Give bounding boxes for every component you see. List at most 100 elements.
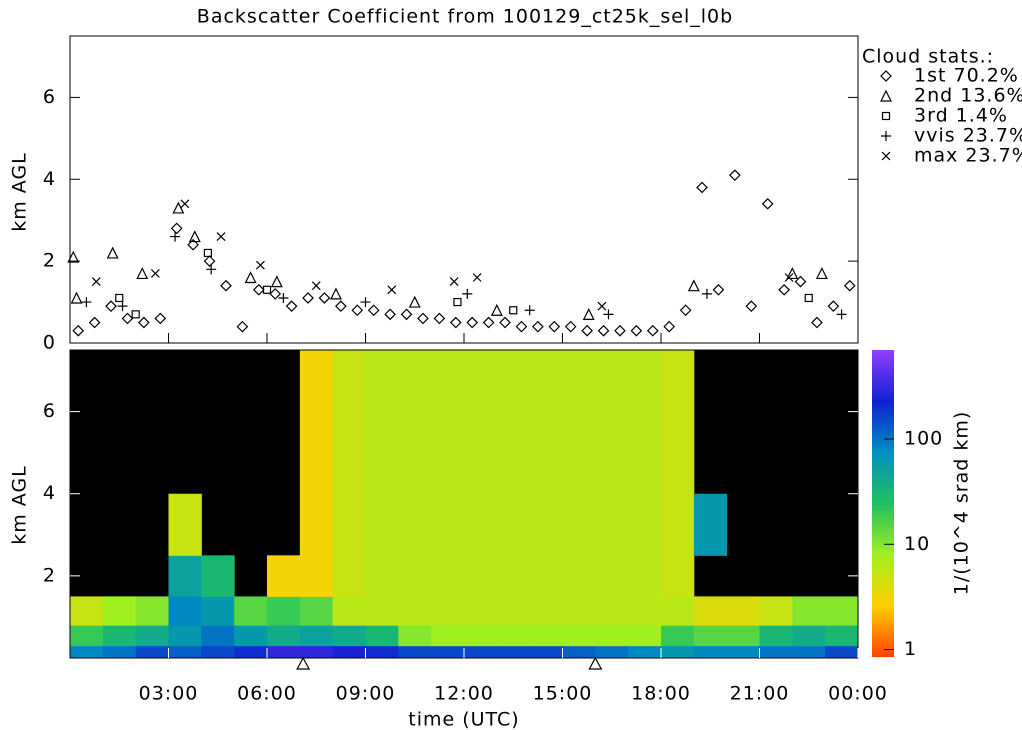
marker-plus: [117, 301, 128, 312]
heatmap-cell: [562, 625, 596, 647]
heatmap-cell: [661, 350, 695, 495]
marker-cross: [216, 232, 226, 241]
marker-plus: [524, 305, 535, 316]
heatmap-cell: [759, 645, 793, 659]
heatmap-cell: [496, 555, 531, 597]
marker-diamond: [778, 283, 790, 296]
heatmap-cell: [102, 625, 137, 647]
heatmap-cell: [398, 596, 432, 626]
marker-plus: [701, 288, 712, 299]
marker-triangle: [408, 295, 421, 308]
heatmap-cell: [693, 596, 728, 626]
marker-plus: [206, 264, 217, 275]
y-axis-label: km AGL: [9, 152, 31, 232]
heatmap-cell: [201, 625, 235, 647]
heatmap-cell: [168, 555, 202, 597]
heatmap-cell: [595, 596, 629, 626]
marker-diamond: [482, 316, 495, 329]
marker-diamond: [351, 304, 364, 317]
heatmap-cell: [365, 493, 399, 556]
marker-triangle: [106, 246, 119, 259]
heatmap-cell: [496, 645, 531, 659]
heatmap-cell: [267, 596, 301, 626]
x-axis-label: time (UTC): [408, 709, 519, 730]
legend-marker: [881, 111, 891, 121]
marker-diamond: [614, 324, 626, 337]
colorbar-label: 1/(10^4 srad km): [951, 411, 973, 596]
heatmap-cell: [365, 645, 399, 659]
marker-diamond: [72, 324, 85, 337]
y-tick-label: 6: [43, 86, 56, 108]
y-tick-label: 0: [43, 332, 56, 354]
legend-marker: [881, 131, 891, 141]
heatmap-cell: [825, 645, 859, 659]
heatmap-cell: [102, 596, 137, 626]
y-tick-label: 2: [43, 250, 56, 272]
heatmap-cell: [267, 555, 301, 597]
heatmap-cell: [693, 625, 728, 647]
heatmap-cell: [332, 625, 366, 647]
marker-cross: [91, 277, 101, 287]
heatmap-cell: [398, 350, 432, 495]
heatmap-cell: [628, 645, 662, 659]
heatmap-cell: [759, 596, 793, 626]
marker-plus: [836, 309, 847, 320]
heatmap-cell: [562, 350, 596, 495]
heatmap-cell: [431, 555, 465, 597]
legend-marker: [881, 151, 891, 161]
heatmap-cell: [332, 596, 366, 626]
heatmap-cell: [726, 596, 760, 626]
marker-diamond: [88, 316, 101, 329]
marker-diamond: [302, 292, 314, 304]
marker-diamond: [187, 238, 199, 251]
heatmap-cell: [464, 350, 498, 495]
marker-diamond: [729, 169, 741, 182]
heatmap-cell: [299, 555, 334, 597]
heatmap-cell: [299, 645, 334, 659]
x-tick-label: 06:00: [237, 683, 297, 705]
heatmap-cell: [562, 555, 596, 597]
heatmap-cell: [464, 645, 498, 659]
heatmap-cell: [431, 350, 465, 495]
heatmap-cell: [562, 645, 596, 659]
flag-marker: [588, 656, 603, 670]
heatmap-cell: [267, 625, 301, 647]
heatmap-cell: [201, 645, 235, 659]
heatmap-cell: [496, 625, 531, 647]
marker-diamond: [252, 283, 265, 296]
marker-triangle: [687, 279, 700, 292]
heatmap-cell: [332, 350, 366, 495]
marker-diamond: [384, 308, 396, 321]
heatmap-cell: [661, 645, 695, 659]
heatmap-cell: [431, 493, 465, 556]
heatmap-cell: [529, 350, 563, 495]
marker-diamond: [696, 181, 708, 194]
top-frame: [69, 35, 859, 344]
heatmap-cell: [693, 493, 728, 556]
heatmap-cell: [431, 625, 465, 647]
heatmap-cell: [234, 625, 268, 647]
marker-plus: [360, 297, 371, 308]
marker-cross: [180, 199, 190, 209]
marker-diamond: [515, 320, 528, 333]
marker-triangle: [270, 275, 283, 288]
marker-diamond: [400, 308, 413, 321]
marker-diamond: [269, 288, 282, 300]
marker-diamond: [236, 320, 249, 333]
heatmap-cell: [496, 350, 531, 495]
marker-plus: [462, 288, 473, 299]
heatmap-cell: [529, 596, 563, 626]
heatmap-cell: [726, 625, 760, 647]
heatmap-cell: [299, 350, 334, 495]
marker-diamond: [794, 275, 807, 288]
marker-plus: [170, 231, 181, 242]
marker-plus: [603, 309, 614, 320]
heatmap-cell: [398, 555, 432, 597]
y-tick-label: 4: [43, 482, 56, 504]
marker-diamond: [564, 320, 577, 333]
marker-diamond: [449, 316, 462, 329]
heatmap-cell: [529, 625, 563, 647]
flag-marker: [296, 656, 311, 670]
heatmap-cell: [234, 645, 268, 659]
heatmap-cell: [825, 625, 859, 647]
